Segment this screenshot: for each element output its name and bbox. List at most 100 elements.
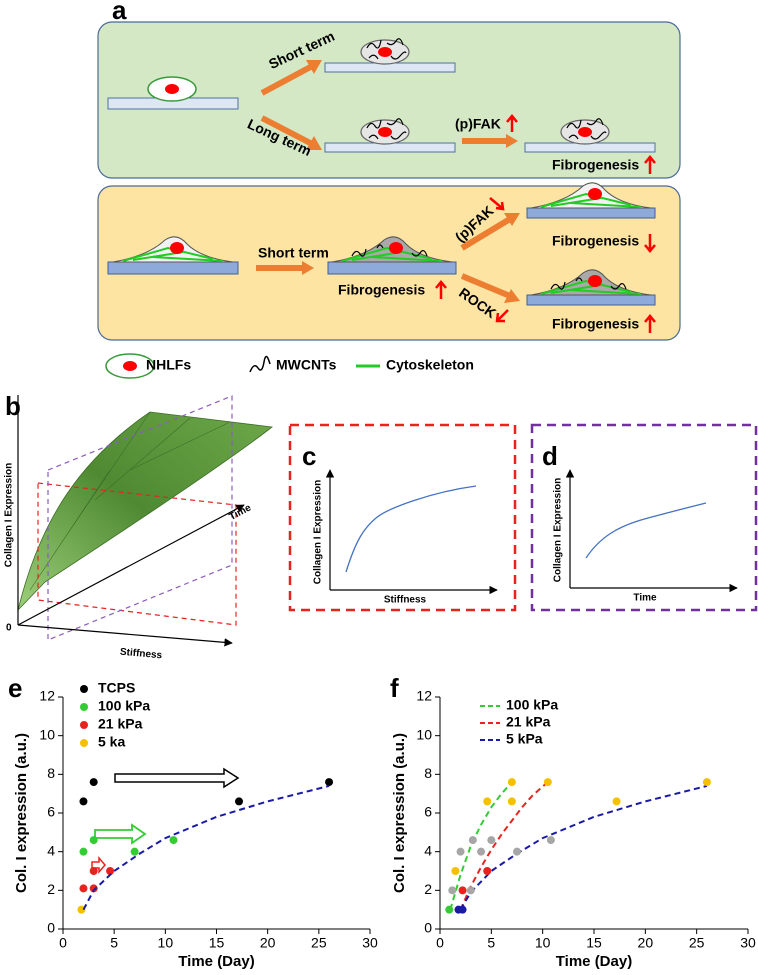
cell — [147, 76, 197, 102]
y-tick-label: 8 — [47, 765, 55, 781]
y-tick-label: 10 — [39, 726, 55, 742]
legend-label: NHLFs — [146, 357, 191, 373]
dish — [327, 261, 457, 275]
label: Fibrogenesis — [552, 316, 639, 332]
y-tick-label: 0 — [47, 920, 55, 936]
point — [507, 797, 516, 806]
legend-label: 5 ka — [98, 734, 125, 750]
y-tick-label: 6 — [47, 804, 55, 820]
panel-label: f — [390, 673, 399, 703]
point — [89, 778, 98, 787]
purple-plane — [47, 395, 233, 641]
fit-line — [82, 784, 330, 911]
point — [79, 797, 88, 806]
y-tick-label: 10 — [416, 726, 432, 742]
legend-label: 100 kPa — [98, 698, 150, 714]
point — [477, 847, 486, 856]
panel-label: d — [542, 441, 558, 471]
y-tick-label: 12 — [39, 688, 55, 704]
fit-line — [459, 784, 708, 911]
up-arrow — [435, 280, 447, 299]
x-tick-label: 10 — [158, 935, 174, 951]
arrow-head — [306, 60, 322, 74]
axis-label: Stiffness — [384, 595, 427, 606]
axis-label: Collagen I Expression — [313, 480, 324, 584]
legend-swatch — [80, 739, 88, 747]
x-tick-label: 20 — [260, 935, 276, 951]
point — [468, 836, 477, 845]
point — [451, 867, 460, 875]
legend-label: 21 kPa — [506, 714, 551, 730]
curve — [345, 485, 477, 573]
y-tick-label: 4 — [424, 842, 432, 858]
dish — [107, 261, 239, 275]
axis-label: Time — [227, 502, 253, 523]
y-tick-label: 12 — [416, 688, 432, 704]
point — [702, 778, 711, 787]
y-axis-label: Col. I expression (a.u.) — [13, 733, 30, 893]
arrow-head — [302, 261, 314, 275]
arrow-head — [306, 136, 322, 150]
axis-label: Time — [633, 593, 657, 604]
hollow-arrow — [114, 767, 240, 789]
label: Fibrogenesis — [552, 233, 639, 249]
point — [89, 884, 98, 893]
point — [466, 886, 475, 895]
up-arrow — [506, 114, 518, 132]
panel-box — [530, 423, 758, 612]
up-arrow — [644, 155, 656, 174]
x-axis-label: Time (Day) — [178, 953, 254, 970]
panel-label: e — [8, 673, 22, 703]
point — [89, 867, 98, 875]
x-tick-label: 30 — [740, 935, 756, 951]
x-tick-label: 20 — [638, 935, 654, 951]
y-tick-label: 0 — [424, 920, 432, 936]
x-tick-label: 30 — [362, 935, 378, 951]
y-tick-label: 2 — [424, 881, 432, 897]
point — [612, 797, 621, 806]
point — [106, 867, 115, 875]
arrow-head — [504, 289, 520, 303]
point — [130, 847, 139, 856]
arrow — [460, 216, 512, 251]
point — [456, 847, 465, 856]
point — [79, 884, 88, 893]
arrow — [260, 61, 318, 96]
x-tick-label: 0 — [436, 935, 444, 951]
axis-label: Stiffness — [120, 647, 163, 662]
point — [89, 836, 98, 845]
legend-label: TCPS — [98, 680, 135, 696]
point — [458, 905, 467, 914]
fit-line — [449, 781, 513, 910]
point — [487, 836, 496, 845]
panel-label: a — [112, 0, 127, 25]
legend-swatch — [80, 721, 88, 729]
x-tick-label: 5 — [487, 935, 495, 951]
legend-cnt — [249, 355, 271, 373]
x-tick-label: 5 — [110, 935, 118, 951]
down-arrow — [644, 234, 656, 253]
label: (p)FAK — [455, 116, 501, 132]
y-tick-label: 8 — [424, 765, 432, 781]
axis-label: Collagen I Expression — [4, 463, 15, 567]
point — [325, 778, 334, 787]
x-tick-label: 25 — [311, 935, 327, 951]
red-plane — [37, 482, 237, 626]
x-tick-label: 25 — [689, 935, 705, 951]
x-tick-label: 15 — [209, 935, 225, 951]
down-arrow — [495, 309, 509, 323]
legend-label: 5 kPa — [506, 731, 543, 747]
point — [235, 797, 244, 806]
panel-label: b — [5, 391, 21, 421]
legend-label: Cytoskeleton — [386, 357, 474, 373]
y-tick-label: 2 — [47, 881, 55, 897]
axis — [17, 624, 233, 647]
hollow-arrow — [94, 823, 147, 845]
point — [483, 867, 492, 875]
y-axis-label: Col. I expression (a.u.) — [391, 733, 408, 893]
point — [543, 778, 552, 787]
label: Short term — [258, 245, 329, 261]
legend-label: 100 kPa — [506, 697, 558, 713]
dish — [526, 294, 656, 306]
